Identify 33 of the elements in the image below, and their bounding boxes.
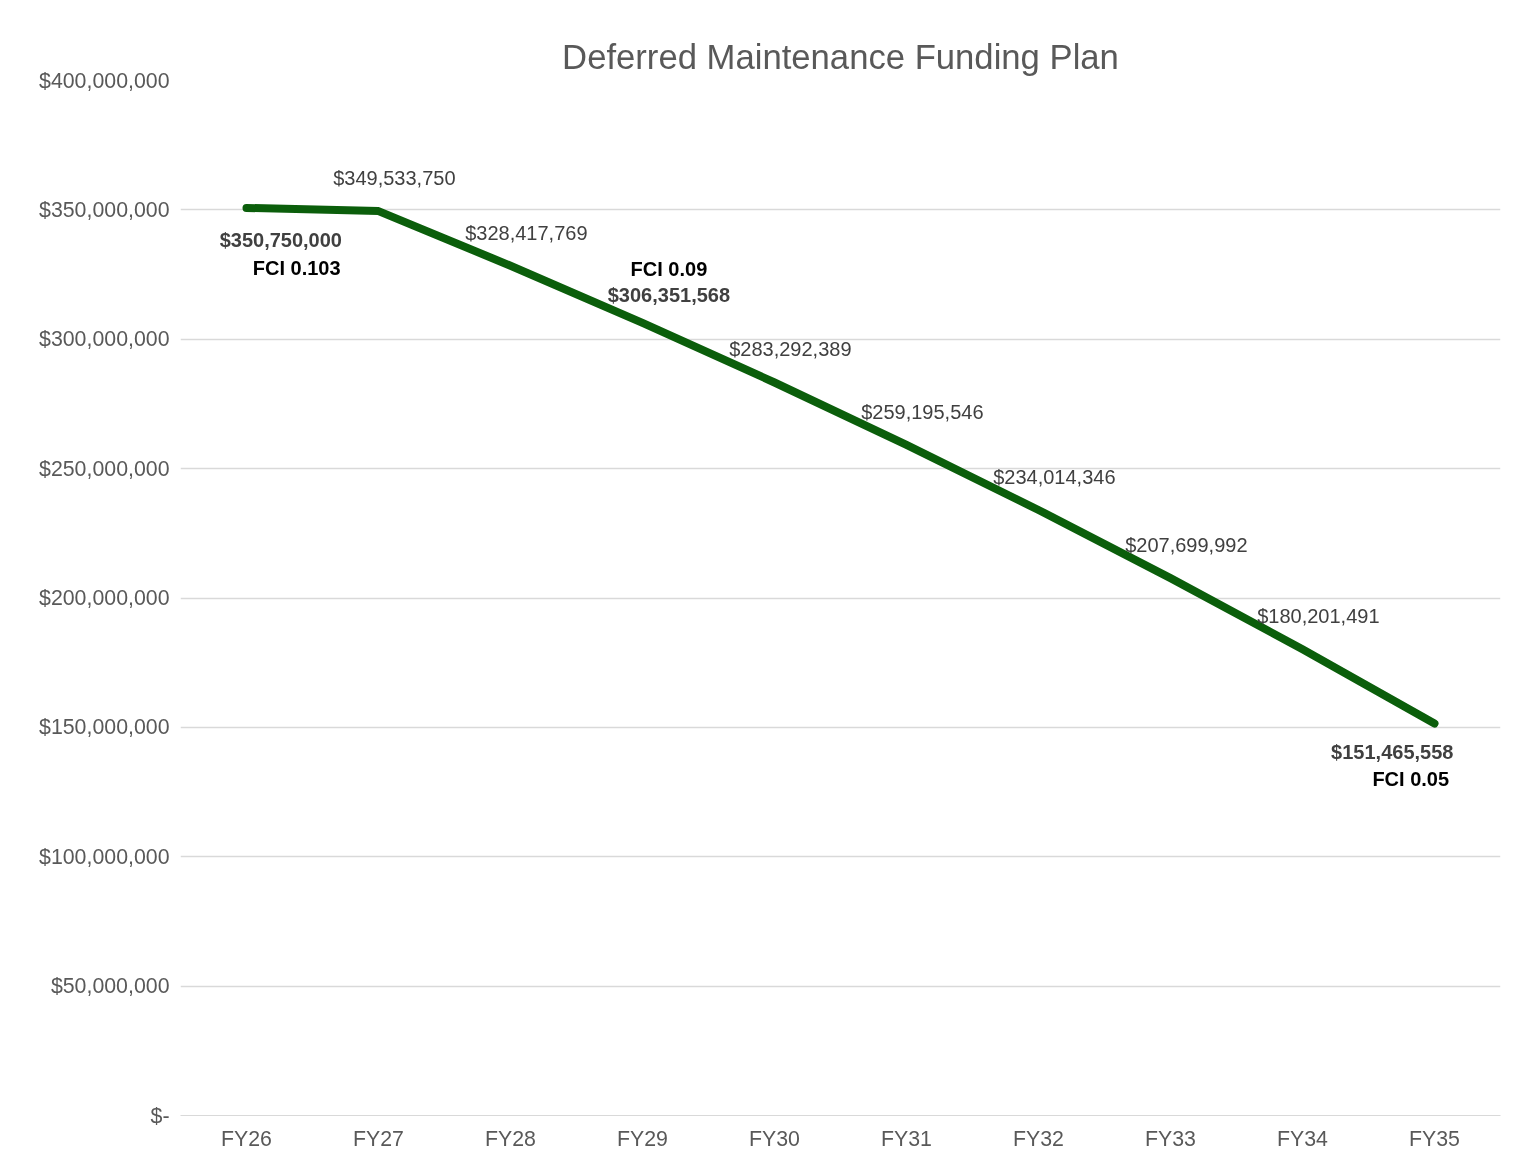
x-tick-label: FY35 (1409, 1126, 1460, 1151)
x-tick-label: FY34 (1277, 1126, 1329, 1151)
text: $259,195,546 (861, 400, 984, 423)
x-tick-label: FY33 (1145, 1126, 1196, 1151)
y-tick-label: $100,000,000 (39, 844, 170, 869)
text: $306,351,568 (607, 283, 731, 306)
x-tick-label: FY32 (1013, 1126, 1064, 1151)
annotation: FCI 0.09 (630, 257, 708, 280)
y-tick-label: $300,000,000 (39, 327, 170, 352)
y-tick-label: $350,000,000 (39, 197, 170, 222)
x-tick-label: FY30 (749, 1126, 801, 1151)
text: $234,014,346 (993, 465, 1116, 488)
y-tick-label: $200,000,000 (39, 586, 170, 610)
chart-title: Deferred Maintenance Funding Plan (562, 37, 1119, 76)
text: $350,750,000 (219, 228, 342, 251)
annotation: FCI 0.103 (252, 256, 341, 279)
x-tick-label: FY29 (617, 1126, 668, 1151)
text: $328,417,769 (465, 221, 588, 244)
text: $151,465,558 (1331, 740, 1454, 763)
x-tick-label: FY31 (881, 1126, 932, 1151)
x-tick-label: FY26 (221, 1126, 272, 1151)
text: $207,699,992 (1125, 534, 1248, 557)
y-tick-label: $250,000,000 (39, 456, 170, 481)
y-tick-label: $- (150, 1103, 170, 1128)
text: $283,292,389 (729, 338, 852, 361)
text: $349,533,750 (333, 167, 456, 190)
y-tick-label: $150,000,000 (39, 715, 170, 740)
text: $180,201,491 (1257, 605, 1380, 628)
annotation: FCI 0.05 (1372, 767, 1450, 790)
y-tick-label: $50,000,000 (50, 974, 170, 999)
y-tick-label: $400,000,000 (39, 68, 170, 93)
x-tick-label: FY27 (353, 1126, 404, 1151)
x-tick-label: FY28 (485, 1126, 536, 1151)
